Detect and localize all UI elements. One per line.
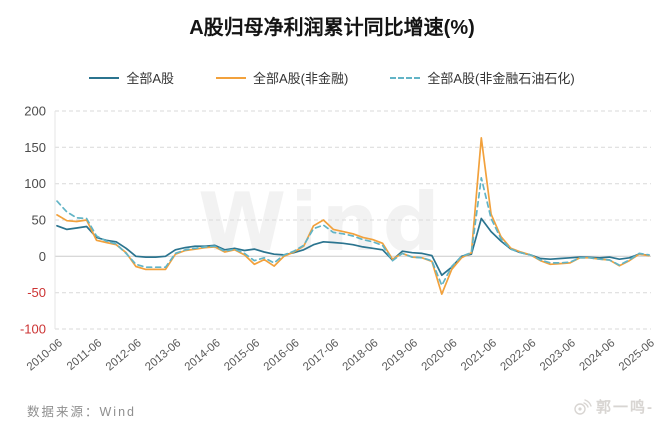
series-line-non-financial-ex-oil-petchem (56, 177, 650, 287)
x-tick-label: 2016-06 (262, 337, 302, 373)
legend-dashed-line-swatch-icon (390, 76, 421, 79)
y-tick-label: 150 (24, 140, 46, 155)
legend-label: 全部A股 (126, 71, 174, 86)
x-tick-label: 2019-06 (380, 337, 420, 373)
legend-line-swatch-icon (215, 76, 246, 79)
y-tick-label: 200 (24, 104, 46, 119)
y-tick-label: 100 (24, 176, 46, 191)
legend-line-swatch-icon (89, 76, 120, 79)
x-tick-label: 2023-06 (538, 337, 578, 373)
x-tick-label: 2011-06 (65, 337, 104, 373)
x-tick-label: 2024-06 (577, 337, 617, 373)
x-tick-label: 2013-06 (143, 337, 183, 373)
data-source-note: 数据来源：Wind (27, 405, 136, 419)
legend-label: 全部A股(非金融石油石化) (427, 71, 575, 86)
y-tick-label: 0 (39, 249, 46, 264)
x-tick-label: 2020-06 (420, 337, 460, 373)
x-tick-label: 2021-06 (459, 337, 499, 373)
series-line-all-a-share (56, 217, 650, 277)
legend-item-non-financial-ex-oil-petchem: 全部A股(非金融石油石化) (390, 68, 575, 87)
x-tick-label: 2017-06 (301, 337, 341, 373)
x-tick-label: 2022-06 (498, 337, 538, 373)
x-tick-label: 2015-06 (222, 337, 262, 373)
x-tick-label: 2018-06 (341, 337, 381, 373)
legend-item-non-financial: 全部A股(非金融) (215, 68, 349, 87)
weibo-logo-icon (574, 398, 592, 415)
y-tick-label: -100 (20, 322, 46, 337)
legend-item-all-a-share: 全部A股 (89, 68, 174, 87)
author-signature: 郭一鸣- (572, 396, 654, 417)
y-tick-label: 50 (32, 213, 46, 228)
y-tick-label: -50 (27, 285, 46, 300)
chart-legend: 全部A股 全部A股(非金融) 全部A股(非金融石油石化) (0, 68, 664, 87)
legend-label: 全部A股(非金融) (252, 71, 349, 86)
author-signature-text: 郭一鸣- (596, 399, 654, 416)
x-tick-label: 2014-06 (183, 337, 223, 373)
x-tick-label: 2025-06 (617, 337, 657, 373)
x-tick-label: 2010-06 (25, 337, 65, 373)
chart-title: A股归母净利润累计同比增速(%) (189, 17, 475, 39)
x-tick-label: 2012-06 (104, 337, 144, 373)
series-line-non-financial (56, 137, 650, 295)
